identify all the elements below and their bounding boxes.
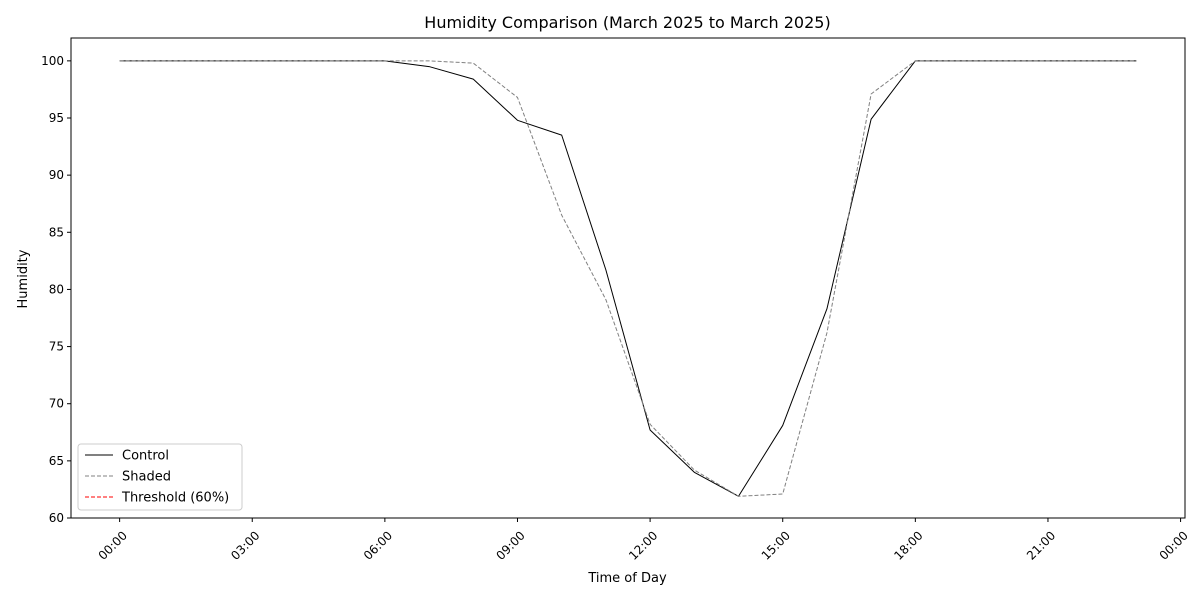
x-tick-label: 15:00 xyxy=(759,528,793,562)
legend-box xyxy=(77,443,243,511)
y-tick-label: 80 xyxy=(49,282,64,296)
plot-area xyxy=(70,37,1186,519)
legend-label-threshold-60: Threshold (60%) xyxy=(121,491,229,506)
series-line-control xyxy=(119,60,1137,497)
y-tick-label: 65 xyxy=(49,454,64,468)
x-tick-label: 00:00 xyxy=(1157,528,1191,562)
series-line-shaded xyxy=(119,60,1137,497)
y-axis-ticks: 60 65 70 75 80 85 90 95 100 xyxy=(41,54,71,525)
x-tick-label: 06:00 xyxy=(361,528,395,562)
x-tick-label: 00:00 xyxy=(96,528,130,562)
x-tick-label: 21:00 xyxy=(1024,528,1058,562)
y-axis-label: Humidity xyxy=(16,249,31,308)
legend-label-shaded: Shaded xyxy=(122,470,171,485)
x-axis-ticks: 00:00 03:00 06:00 09:00 12:00 15:00 18:00 21:00… xyxy=(96,518,1191,563)
plot-frame xyxy=(70,37,1186,519)
x-tick-label: 18:00 xyxy=(891,528,925,562)
y-tick-label: 85 xyxy=(49,225,64,239)
y-tick-label: 70 xyxy=(49,397,64,411)
x-axis-label: Time of Day xyxy=(587,571,667,586)
chart-title: Humidity Comparison (March 2025 to March… xyxy=(424,13,830,32)
legend: Control Shaded Threshold (60%) xyxy=(77,443,243,511)
y-tick-label: 75 xyxy=(49,340,64,354)
y-tick-label: 60 xyxy=(49,511,64,525)
x-tick-label: 09:00 xyxy=(493,528,527,562)
y-tick-label: 90 xyxy=(49,168,64,182)
legend-label-control: Control xyxy=(122,449,169,464)
y-tick-label: 100 xyxy=(41,54,64,68)
y-tick-label: 95 xyxy=(49,111,64,125)
x-tick-label: 12:00 xyxy=(626,528,660,562)
x-tick-label: 03:00 xyxy=(228,528,262,562)
